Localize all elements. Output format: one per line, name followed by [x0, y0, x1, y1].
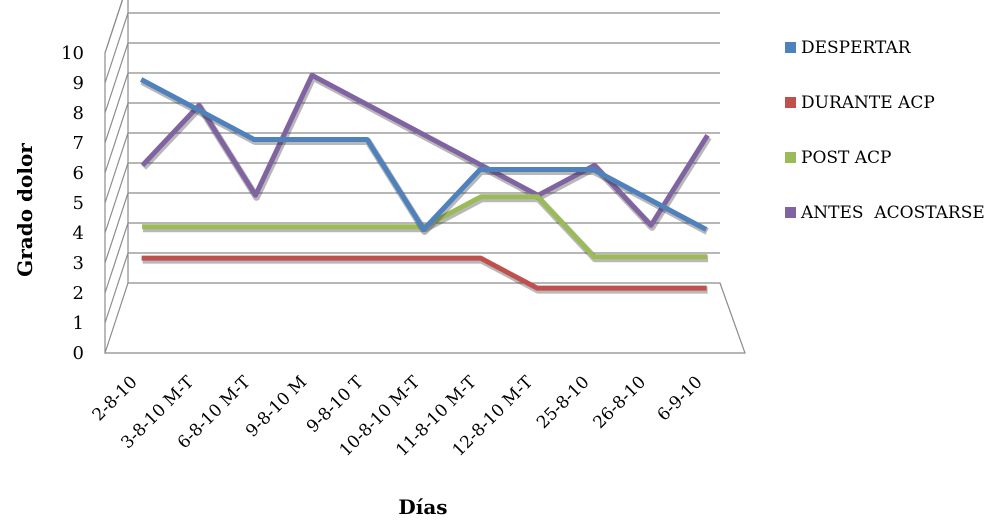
y-tick-label: 7: [73, 133, 84, 154]
series-lines: [139, 72, 712, 294]
x-axis-ticks: 2-8-103-8-10 M-T6-8-10 M-T9-8-10 M9-8-10…: [89, 372, 707, 461]
x-tick-label: 6-9-10: [654, 372, 707, 425]
y-tick-label: 10: [61, 43, 84, 64]
series-2: [141, 255, 708, 294]
chart-grid: [104, 0, 746, 354]
legend-item: DURANTE ACP: [785, 93, 935, 113]
legend-swatch: [785, 42, 796, 53]
legend-swatch: [785, 97, 796, 108]
x-tick-label: 9-8-10 M: [242, 372, 311, 441]
series-4: [140, 72, 712, 231]
y-tick-label: 4: [73, 223, 84, 244]
legend-swatch: [785, 207, 796, 218]
legend-item: DESPERTAR: [785, 38, 912, 58]
legend: DESPERTAR DURANTE ACP POST ACP ANTES ACOSTA…: [785, 38, 985, 223]
top-edge: [104, 0, 124, 54]
y-tick-label: 9: [73, 73, 84, 94]
y-axis-title: Grado dolor: [13, 143, 37, 277]
gridline: [104, 0, 124, 54]
x-tick-label: 26-8-10: [590, 372, 651, 433]
y-axis-ticks: 0 1 2 3 4 5 6 7 8 9 10: [61, 43, 84, 364]
legend-label: DURANTE ACP: [801, 93, 935, 113]
y-tick-label: 6: [73, 163, 84, 184]
legend-item: ANTES ACOSTARSE: [785, 203, 985, 223]
series-line: [141, 255, 707, 291]
legend-item: POST ACP: [785, 148, 892, 168]
series-line: [139, 77, 708, 232]
y-tick-label: 1: [73, 313, 84, 334]
y-tick-label: 8: [73, 103, 84, 124]
x-axis-title: Días: [398, 495, 447, 519]
legend-label: POST ACP: [801, 148, 892, 168]
y-tick-label: 3: [73, 253, 84, 274]
legend-swatch: [785, 152, 796, 163]
x-tick-label: 2-8-10: [89, 372, 142, 425]
legend-label: DESPERTAR: [801, 38, 912, 58]
chart-floor: [104, 282, 746, 354]
series-line: [140, 72, 710, 228]
x-tick-label: 25-8-10: [533, 372, 594, 433]
series-1: [139, 77, 709, 235]
y-tick-label: 2: [73, 283, 84, 304]
legend-label: ANTES ACOSTARSE: [800, 203, 985, 223]
y-tick-label: 5: [73, 193, 84, 214]
y-tick-label: 0: [73, 343, 84, 364]
